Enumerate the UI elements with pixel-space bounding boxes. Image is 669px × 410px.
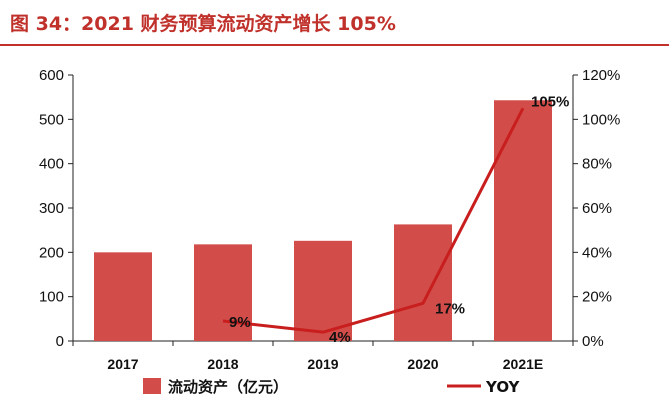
yoy-data-label: 9% — [229, 314, 251, 331]
bar — [194, 244, 252, 341]
right-tick-label: 20% — [582, 289, 612, 306]
x-tick-label: 2020 — [407, 356, 438, 372]
bar — [394, 224, 452, 341]
left-tick-label: 0 — [56, 333, 64, 350]
bar — [494, 100, 552, 342]
yoy-line — [222, 107, 525, 334]
legend-label-line: YOY — [485, 378, 521, 396]
yoy-data-label: 105% — [531, 93, 569, 110]
title-rule — [0, 44, 669, 46]
axes: 0 100 200 300 400 500 600 0% 20% 40% 60% 80% 100% 120… — [39, 67, 620, 372]
x-tick-label: 2021E — [503, 356, 543, 372]
x-tick-label: 2019 — [307, 356, 338, 372]
right-tick-label: 100% — [582, 111, 620, 128]
right-tick-label: 80% — [582, 156, 612, 173]
left-tick-label: 600 — [39, 67, 64, 84]
bar-series — [94, 100, 552, 342]
title-row: 图 34：2021 财务预算流动资产增长 105% — [0, 0, 669, 46]
bar — [94, 252, 152, 341]
x-tick-label: 2018 — [207, 356, 238, 372]
left-tick-label: 100 — [39, 289, 64, 306]
legend-swatch-bar — [143, 378, 161, 394]
data-labels: 9% 4% 17% 105% — [229, 93, 569, 346]
right-tick-label: 60% — [582, 200, 612, 217]
left-tick-label: 300 — [39, 200, 64, 217]
legend-label-bar: 流动资产（亿元） — [168, 378, 288, 396]
left-tick-label: 400 — [39, 156, 64, 173]
right-tick-label: 0% — [582, 333, 604, 350]
yoy-data-label: 4% — [329, 329, 351, 346]
right-tick-label: 40% — [582, 244, 612, 261]
chart-title: 图 34：2021 财务预算流动资产增长 105% — [10, 13, 396, 35]
bar — [294, 240, 352, 341]
x-tick-label: 2017 — [107, 356, 138, 372]
left-tick-label: 500 — [39, 111, 64, 128]
yoy-data-label: 17% — [435, 300, 465, 317]
legend: 流动资产（亿元） YOY — [143, 378, 521, 396]
left-tick-label: 200 — [39, 244, 64, 261]
right-tick-label: 120% — [582, 67, 620, 84]
yoy-series — [222, 107, 525, 334]
